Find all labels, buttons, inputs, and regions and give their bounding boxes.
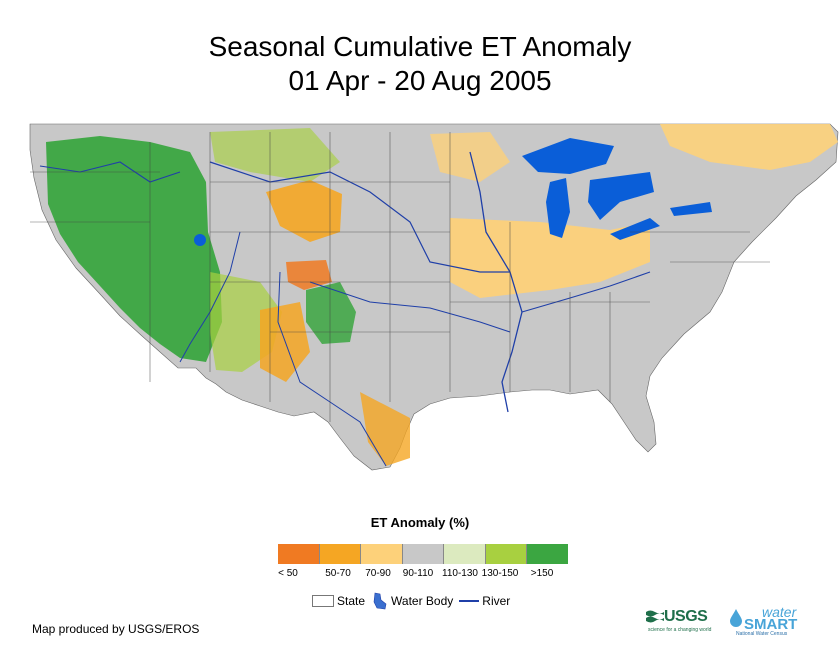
water-drop-icon bbox=[730, 609, 742, 627]
columbia-river bbox=[39, 161, 181, 183]
legend-labels: < 50 50-70 70-90 90-110 110-130 130-150 … bbox=[278, 568, 602, 582]
state-label: State bbox=[337, 594, 366, 608]
legend-swatch-gt150 bbox=[527, 544, 568, 564]
map-credit: Map produced by USGS/EROS bbox=[32, 622, 200, 636]
colorado-dry bbox=[286, 260, 332, 290]
water-body-label: Water Body bbox=[391, 594, 454, 608]
river-label: River bbox=[482, 594, 511, 608]
plains-green-patch bbox=[306, 282, 356, 344]
legend-swatch-90-110 bbox=[402, 544, 444, 564]
legend-swatch-110-130 bbox=[444, 544, 486, 564]
legend-label: 110-130 bbox=[442, 568, 478, 579]
watersmart-logo: water SMART National Water Census bbox=[728, 604, 812, 638]
us-land bbox=[29, 123, 839, 471]
arkansas-river bbox=[309, 281, 511, 333]
state-symbol: State bbox=[312, 594, 365, 608]
ohio-river bbox=[521, 271, 651, 313]
legend-title: ET Anomaly (%) bbox=[370, 515, 470, 530]
north-plains-green bbox=[210, 128, 340, 182]
northern-plains-dry bbox=[266, 180, 342, 242]
symbol-legend: State Water Body River bbox=[312, 592, 516, 610]
northeast-dry bbox=[660, 124, 838, 170]
great-salt-lake bbox=[194, 234, 206, 246]
legend-label: 130-150 bbox=[481, 568, 519, 579]
legend-label: >150 bbox=[530, 568, 554, 579]
mississippi-river bbox=[469, 151, 523, 413]
water-body-symbol: Water Body bbox=[371, 592, 453, 610]
usgs-wave-icon bbox=[646, 610, 664, 623]
usgs-logo-text: USGS bbox=[664, 608, 708, 625]
legend-swatch-70-90 bbox=[361, 544, 403, 564]
legend-color-bar bbox=[278, 544, 568, 564]
legend-label: 50-70 bbox=[325, 568, 351, 579]
lake-erie bbox=[610, 218, 660, 240]
lake-michigan bbox=[546, 178, 570, 238]
midwest-dry bbox=[450, 218, 650, 298]
west-high-et-region bbox=[46, 136, 222, 362]
lake-ontario bbox=[670, 202, 712, 216]
river-symbol: River bbox=[459, 594, 510, 608]
texas-dry bbox=[360, 392, 410, 466]
rio-grande bbox=[277, 271, 387, 467]
lake-huron bbox=[588, 172, 654, 220]
legend-label: 70-90 bbox=[365, 568, 391, 579]
water-body-icon bbox=[373, 592, 387, 610]
map-title-line-2: 01 Apr - 20 Aug 2005 bbox=[288, 65, 552, 96]
usgs-logo: USGS science for a changing world bbox=[646, 606, 724, 636]
usgs-tagline: science for a changing world bbox=[648, 627, 712, 633]
legend-swatch-lt50 bbox=[278, 544, 320, 564]
watersmart-sub-text: National Water Census bbox=[736, 631, 788, 637]
lake-superior bbox=[522, 138, 614, 174]
state-box-icon bbox=[312, 595, 334, 607]
map-title-line-1: Seasonal Cumulative ET Anomaly bbox=[208, 31, 632, 62]
legend-label: < 50 bbox=[278, 568, 298, 579]
river-line-icon bbox=[459, 600, 480, 602]
watersmart-main-text: SMART bbox=[744, 616, 798, 633]
us-et-anomaly-map bbox=[29, 123, 839, 471]
legend-swatch-130-150 bbox=[485, 544, 527, 564]
legend-swatch-50-70 bbox=[319, 544, 361, 564]
watersmart-top-text: water bbox=[762, 604, 797, 620]
state-borders bbox=[30, 132, 770, 422]
legend-label: 90-110 bbox=[402, 568, 434, 579]
